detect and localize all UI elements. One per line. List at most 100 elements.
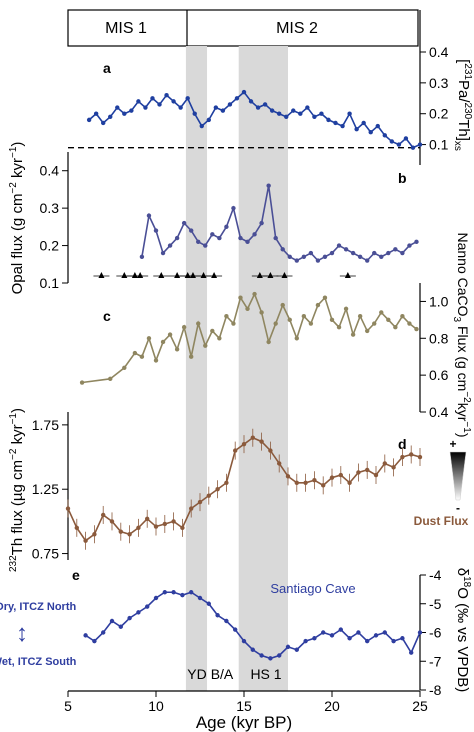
data-point-b (245, 239, 250, 245)
data-point-b (315, 258, 321, 263)
data-point-c (245, 306, 250, 311)
data-point-e (285, 644, 291, 650)
panel-c-ylabel: Nanno CaCO3 Flux (g cm−2kyr−1) (451, 233, 472, 438)
data-point-e (338, 627, 343, 632)
age-marker (184, 272, 191, 278)
data-point-d (338, 472, 343, 478)
data-point-a (389, 139, 395, 144)
y-tick-label: -6 (429, 625, 442, 641)
data-point-d (92, 532, 97, 537)
data-point-b (407, 243, 412, 248)
data-point-d (127, 532, 132, 537)
data-point-d (400, 454, 405, 460)
data-point-d (153, 524, 159, 529)
data-point-c (343, 306, 349, 311)
data-point-a (136, 99, 141, 104)
data-point-b (259, 220, 264, 226)
data-point-b (167, 243, 173, 248)
data-point-c (210, 328, 215, 334)
panel-c-axis: 0.4 0.6 0.8 1.0 c Nanno CaCO3 Flux (g cm−2k… (103, 233, 472, 438)
data-point-a (101, 120, 106, 126)
data-point-b (252, 232, 257, 237)
data-point-a (199, 123, 204, 129)
data-point-e (127, 615, 132, 621)
y-tick-label: 0.2 (429, 106, 449, 122)
data-point-c (146, 336, 152, 341)
data-point-e (189, 590, 194, 595)
data-point-a (403, 136, 409, 141)
dust-flux-label: Dust Flux (414, 514, 469, 528)
data-point-c (132, 350, 138, 356)
data-point-c (315, 302, 321, 308)
data-point-c (336, 325, 342, 330)
data-point-e (101, 630, 106, 635)
data-point-b (336, 243, 342, 248)
data-point-a (220, 108, 226, 113)
data-point-b (379, 254, 384, 259)
data-point-a (241, 89, 247, 95)
data-point-a (129, 108, 134, 113)
data-point-e (382, 630, 387, 635)
data-point-b (308, 250, 314, 256)
data-point-a (319, 111, 324, 116)
data-point-e (145, 604, 150, 609)
data-point-d (365, 467, 370, 473)
data-point-a (227, 102, 233, 107)
data-point-d (74, 525, 80, 531)
y-tick-label: -8 (429, 682, 442, 698)
data-point-c (273, 321, 278, 326)
event-yd-label: YD (187, 666, 206, 682)
data-point-a (143, 105, 148, 110)
data-point-a (277, 111, 282, 116)
data-point-b (294, 258, 299, 263)
panel-b-axis: 0.1 0.2 0.3 0.4 b Opal flux (g cm−2 kyr−1) (8, 142, 407, 295)
age-marker (267, 272, 274, 278)
data-point-d (233, 448, 238, 453)
data-point-e (321, 630, 326, 635)
y-tick-label: 1.25 (32, 481, 59, 497)
x-tick-label: 10 (148, 698, 164, 714)
data-point-a (284, 114, 289, 120)
data-point-e (329, 633, 335, 638)
data-point-d (268, 448, 273, 453)
data-point-a (333, 120, 338, 126)
y-tick-label: 1.0 (429, 293, 449, 309)
data-point-b (153, 228, 159, 233)
data-point-a (157, 102, 162, 107)
data-point-e (241, 638, 247, 644)
data-point-a (305, 105, 310, 110)
data-point-d (250, 435, 255, 440)
svg-text:δ18O (‰ vs VPDB): δ18O (‰ vs VPDB) (454, 568, 472, 693)
data-point-d (382, 461, 387, 466)
data-point-d (215, 487, 220, 492)
data-point-a (417, 142, 423, 147)
data-point-a (262, 102, 268, 107)
data-point-b (280, 247, 285, 252)
data-point-e (206, 601, 211, 606)
data-point-a (347, 111, 352, 116)
y-tick-label: 0.1 (429, 137, 449, 153)
itcz-arrow: ↕ (16, 620, 28, 647)
age-marker (174, 272, 181, 278)
age-marker (344, 272, 351, 278)
data-point-c (294, 336, 299, 341)
data-point-a (291, 108, 296, 113)
data-point-d (409, 452, 414, 457)
data-point-a (234, 96, 240, 101)
data-point-d (224, 480, 229, 485)
panel-c-label: c (103, 308, 111, 324)
data-point-a (178, 105, 183, 110)
data-point-c (153, 358, 159, 363)
data-point-c (139, 354, 145, 359)
age-marker (189, 272, 196, 278)
data-point-c (386, 317, 391, 323)
data-point-b (322, 254, 328, 259)
mis-2-label: MIS 2 (276, 20, 318, 37)
data-point-c (301, 313, 307, 319)
dust-plus-label: + (449, 437, 456, 451)
data-point-d (101, 512, 106, 518)
data-point-c (217, 336, 222, 341)
data-point-a (122, 111, 127, 116)
data-point-a (213, 105, 219, 110)
data-point-b (350, 250, 356, 256)
